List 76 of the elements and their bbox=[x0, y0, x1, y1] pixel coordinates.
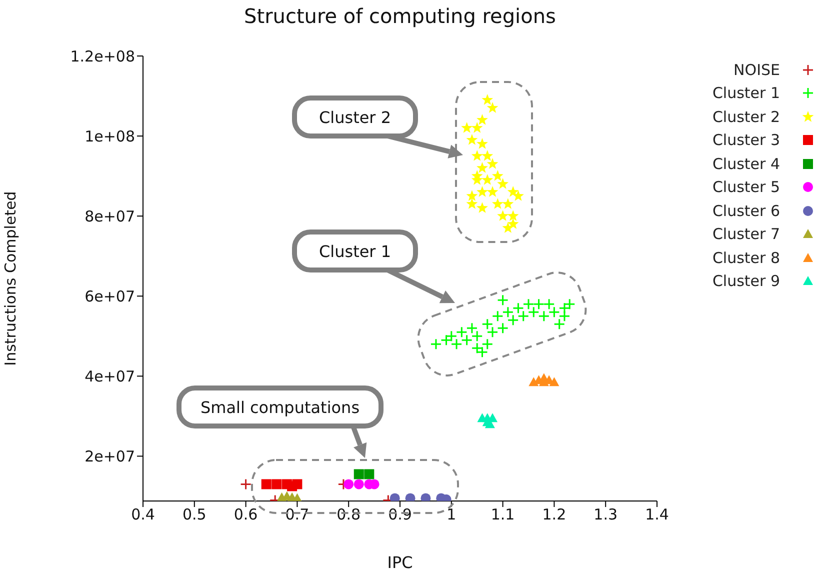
y-tick-label: 1.2e+08 bbox=[70, 47, 135, 66]
point bbox=[344, 479, 354, 490]
point bbox=[502, 198, 514, 209]
point bbox=[497, 178, 509, 189]
point bbox=[466, 198, 478, 209]
point bbox=[492, 198, 504, 209]
point bbox=[476, 138, 488, 149]
legend-label: Cluster 3 bbox=[712, 131, 780, 150]
annotation: Small computations bbox=[200, 398, 360, 417]
y-tick-label: 2e+07 bbox=[84, 448, 135, 466]
y-tick-label: 6e+07 bbox=[84, 287, 135, 306]
point bbox=[482, 150, 494, 161]
legend-label: Cluster 5 bbox=[712, 178, 780, 196]
point bbox=[482, 338, 494, 350]
legend-label: Cluster 8 bbox=[712, 248, 780, 267]
point bbox=[507, 218, 519, 229]
point bbox=[512, 190, 524, 201]
x-tick-label: 1.2 bbox=[542, 506, 566, 524]
y-axis-title: Instructions Completed bbox=[1, 191, 20, 366]
point bbox=[492, 310, 504, 322]
point bbox=[261, 479, 272, 490]
point bbox=[554, 318, 566, 330]
point bbox=[354, 479, 364, 490]
point bbox=[461, 122, 473, 133]
point bbox=[476, 114, 488, 125]
legend-label: Cluster 4 bbox=[712, 154, 780, 173]
point bbox=[564, 298, 576, 310]
point bbox=[486, 186, 498, 197]
annotation: Cluster 2 bbox=[318, 108, 392, 127]
x-tick-label: 0.6 bbox=[234, 506, 258, 524]
y-tick-label: 1e+08 bbox=[84, 127, 135, 146]
point bbox=[558, 310, 570, 322]
chart-title: Structure of computing regions bbox=[243, 4, 557, 28]
x-tick-label: 1 bbox=[446, 506, 456, 524]
point bbox=[466, 134, 478, 145]
point bbox=[486, 102, 498, 113]
legend-label: NOISE bbox=[734, 60, 780, 79]
point bbox=[497, 294, 509, 306]
x-tick-label: 0.5 bbox=[182, 506, 206, 524]
point bbox=[476, 186, 488, 197]
x-tick-label: 1.1 bbox=[490, 506, 515, 524]
point bbox=[482, 174, 494, 185]
legend-label: Cluster 1 bbox=[712, 84, 780, 102]
point bbox=[492, 170, 504, 181]
point bbox=[533, 298, 545, 310]
point bbox=[430, 338, 442, 350]
y-tick-label: 8e+07 bbox=[84, 207, 135, 226]
point bbox=[507, 210, 519, 221]
point bbox=[364, 469, 374, 480]
point bbox=[476, 202, 488, 213]
y-tick-label: 4e+07 bbox=[84, 367, 135, 386]
point bbox=[486, 158, 498, 169]
point bbox=[354, 469, 364, 480]
point bbox=[240, 478, 252, 490]
point bbox=[471, 150, 483, 161]
legend-label: Cluster 2 bbox=[712, 108, 780, 126]
annotation: Cluster 1 bbox=[318, 242, 392, 261]
point bbox=[497, 322, 509, 334]
point bbox=[440, 334, 452, 346]
x-tick-label: 0.4 bbox=[131, 506, 155, 524]
point bbox=[497, 210, 509, 221]
legend-label: Cluster 7 bbox=[712, 225, 780, 244]
point bbox=[558, 302, 570, 314]
point bbox=[272, 479, 282, 490]
x-tick-label: 1.4 bbox=[645, 506, 669, 524]
point bbox=[471, 122, 483, 133]
x-tick-label: 1.3 bbox=[594, 506, 618, 524]
legend-label: Cluster 9 bbox=[712, 272, 780, 290]
point bbox=[476, 162, 488, 173]
point bbox=[471, 170, 483, 181]
point bbox=[549, 377, 560, 386]
x-axis-title: IPC bbox=[387, 553, 413, 572]
legend-label: Cluster 6 bbox=[712, 202, 780, 220]
point bbox=[482, 94, 494, 105]
point bbox=[538, 310, 550, 322]
point bbox=[466, 190, 478, 201]
